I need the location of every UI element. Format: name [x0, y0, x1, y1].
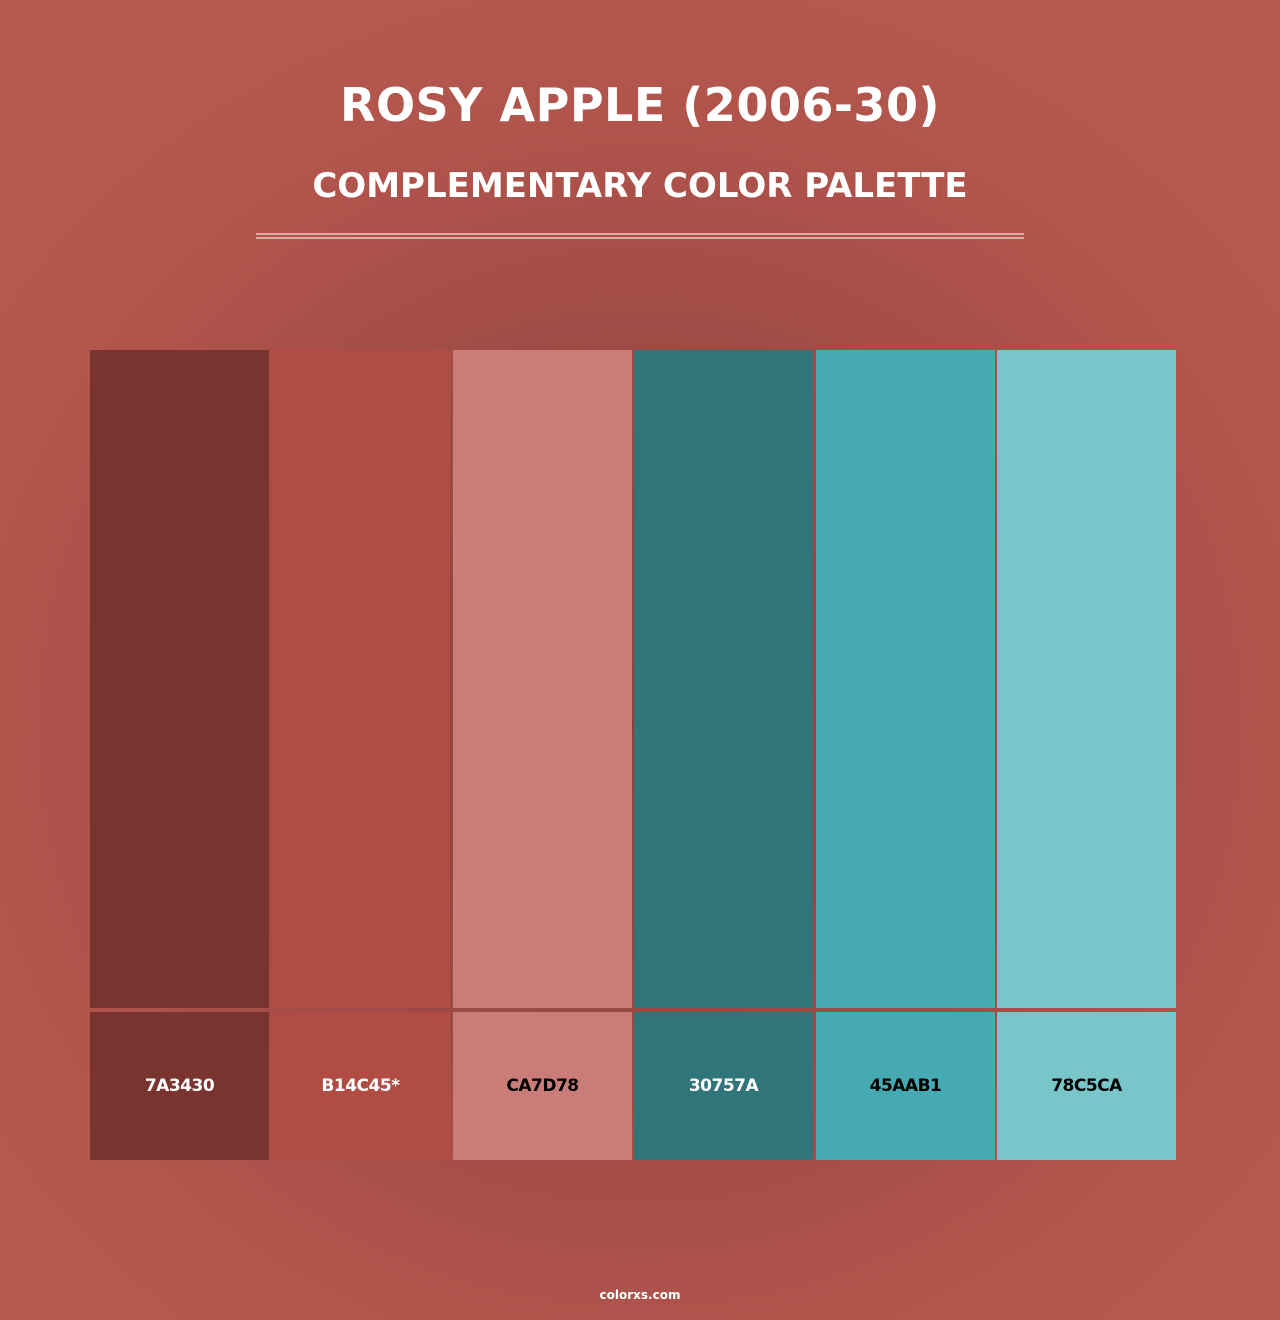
footer-site-link[interactable]: colorxs.com — [599, 1288, 681, 1302]
color-swatch[interactable] — [816, 350, 995, 1008]
palette-color-2[interactable]: B14C45* — [271, 350, 450, 1160]
hex-label: 45AAB1 — [816, 1012, 995, 1160]
color-swatch[interactable] — [997, 350, 1176, 1008]
color-swatch[interactable] — [271, 350, 450, 1008]
divider-line — [256, 237, 1024, 239]
color-swatch[interactable] — [90, 350, 269, 1008]
palette-color-6[interactable]: 78C5CA — [997, 350, 1176, 1160]
color-swatch[interactable] — [453, 350, 632, 1008]
page-subtitle: COMPLEMENTARY COLOR PALETTE — [312, 166, 968, 206]
hex-label: 78C5CA — [997, 1012, 1176, 1160]
hex-label: 30757A — [634, 1012, 813, 1160]
palette-color-4[interactable]: 30757A — [634, 350, 813, 1160]
hex-label: B14C45* — [271, 1012, 450, 1160]
page-title: ROSY APPLE (2006-30) — [340, 78, 940, 132]
hex-label: 7A3430 — [90, 1012, 269, 1160]
palette-color-1[interactable]: 7A3430 — [90, 350, 269, 1160]
palette-color-5[interactable]: 45AAB1 — [816, 350, 995, 1160]
color-swatch[interactable] — [634, 350, 813, 1008]
divider-line — [256, 233, 1024, 235]
hex-label: CA7D78 — [453, 1012, 632, 1160]
color-palette: 7A3430 B14C45* CA7D78 30757A 45AAB1 78C5… — [90, 350, 1176, 1160]
palette-color-3[interactable]: CA7D78 — [453, 350, 632, 1160]
